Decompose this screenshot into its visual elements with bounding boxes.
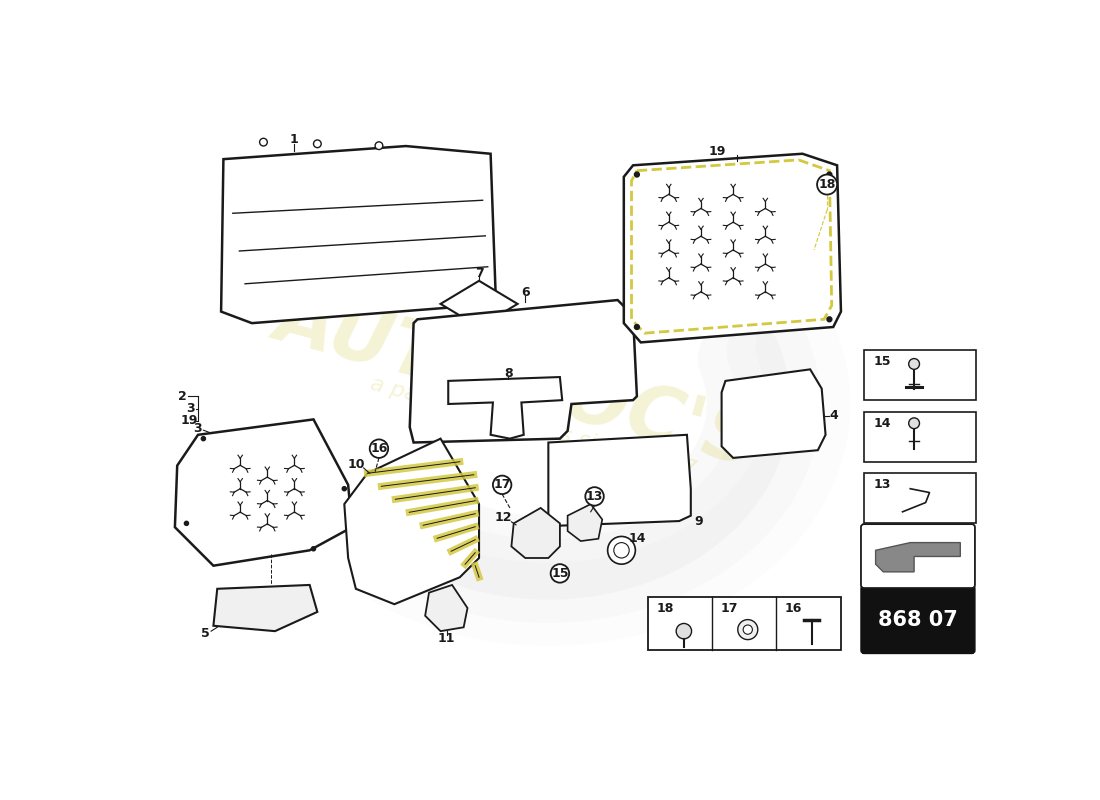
Text: a passion for parts since 1997: a passion for parts since 1997 <box>367 374 698 480</box>
Text: 1: 1 <box>290 134 298 146</box>
Polygon shape <box>409 300 637 442</box>
Text: 19: 19 <box>710 145 726 158</box>
Polygon shape <box>722 370 825 458</box>
Text: 19: 19 <box>180 414 197 427</box>
Text: 18: 18 <box>657 602 674 614</box>
Text: 868 07: 868 07 <box>878 610 958 630</box>
Text: 14: 14 <box>873 417 891 430</box>
Bar <box>649 597 842 650</box>
Polygon shape <box>568 504 603 541</box>
Circle shape <box>676 623 692 639</box>
Circle shape <box>744 625 752 634</box>
Text: 8: 8 <box>504 366 513 380</box>
Text: 17: 17 <box>720 602 738 614</box>
Text: AUTODOC'S: AUTODOC'S <box>267 281 768 481</box>
Text: 3: 3 <box>186 402 195 415</box>
Bar <box>865 474 976 523</box>
Circle shape <box>607 537 636 564</box>
Circle shape <box>738 619 758 640</box>
Text: 7: 7 <box>475 266 483 280</box>
Circle shape <box>827 317 832 322</box>
Text: 13: 13 <box>586 490 603 503</box>
Polygon shape <box>624 154 842 342</box>
Polygon shape <box>221 146 496 323</box>
Circle shape <box>817 174 837 194</box>
Polygon shape <box>876 542 960 572</box>
Circle shape <box>635 325 639 330</box>
Circle shape <box>614 542 629 558</box>
Text: 2: 2 <box>178 390 187 403</box>
Circle shape <box>314 140 321 148</box>
Text: 4: 4 <box>829 409 838 422</box>
Text: 13: 13 <box>873 478 891 491</box>
Circle shape <box>493 476 512 494</box>
FancyBboxPatch shape <box>861 524 975 588</box>
Circle shape <box>185 522 188 526</box>
Circle shape <box>201 437 206 441</box>
Text: 9: 9 <box>695 514 703 527</box>
Text: 15: 15 <box>551 567 569 580</box>
Text: 15: 15 <box>873 355 891 368</box>
Text: 17: 17 <box>494 478 510 491</box>
Polygon shape <box>440 281 517 327</box>
Circle shape <box>370 439 388 458</box>
Bar <box>865 350 976 400</box>
Polygon shape <box>425 585 468 631</box>
Text: 14: 14 <box>628 532 646 546</box>
Polygon shape <box>344 438 480 604</box>
Circle shape <box>827 172 832 177</box>
Circle shape <box>909 358 920 370</box>
Text: 3: 3 <box>194 422 202 435</box>
FancyBboxPatch shape <box>861 586 975 654</box>
Text: 18: 18 <box>818 178 836 191</box>
Polygon shape <box>548 435 691 526</box>
Circle shape <box>311 547 316 550</box>
Text: 16: 16 <box>371 442 387 455</box>
Circle shape <box>342 486 346 490</box>
Text: 12: 12 <box>495 511 513 525</box>
Polygon shape <box>512 508 560 558</box>
Circle shape <box>375 142 383 150</box>
Polygon shape <box>175 419 352 566</box>
Circle shape <box>635 172 639 177</box>
Text: 6: 6 <box>521 286 529 299</box>
Polygon shape <box>449 377 562 438</box>
Circle shape <box>585 487 604 506</box>
Bar <box>865 412 976 462</box>
Circle shape <box>551 564 569 582</box>
Circle shape <box>909 418 920 429</box>
Text: 5: 5 <box>201 627 210 640</box>
Text: 16: 16 <box>784 602 802 614</box>
Text: 10: 10 <box>348 458 364 470</box>
Polygon shape <box>213 585 318 631</box>
Text: 11: 11 <box>438 632 455 646</box>
Circle shape <box>260 138 267 146</box>
